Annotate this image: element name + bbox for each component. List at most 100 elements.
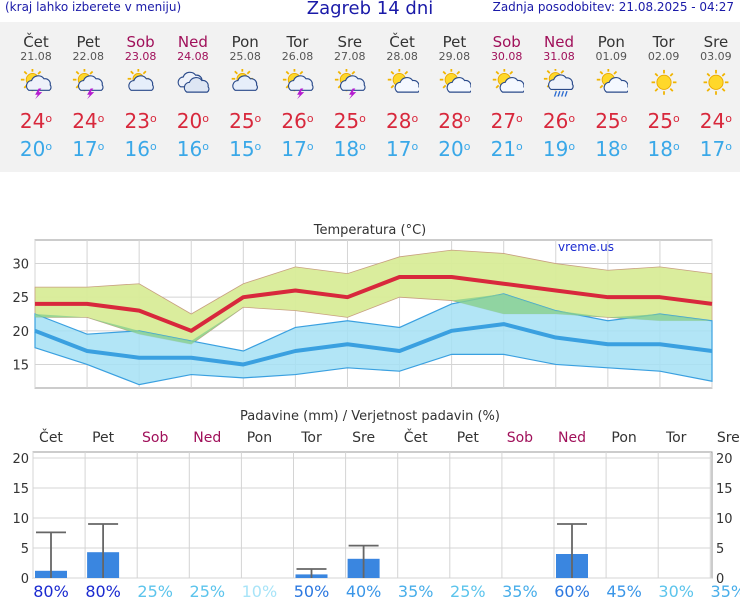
day-name: Sob xyxy=(492,33,521,51)
degree-sign: o xyxy=(463,140,471,153)
sunny-icon xyxy=(703,69,729,95)
precip-y-tick-label-left: 0 xyxy=(21,572,29,587)
precip-x-tick-label: Čet xyxy=(404,428,428,446)
temp-max: 25o xyxy=(647,109,680,133)
day-column[interactable]: Čet 28.08 28o 17o xyxy=(376,22,428,161)
day-column[interactable]: Sob 30.08 27o 21o xyxy=(481,22,533,161)
day-column[interactable]: Pon 01.09 25o 18o xyxy=(585,22,637,161)
day-date: 02.09 xyxy=(647,50,680,63)
degree-sign: o xyxy=(254,140,262,153)
temp-min: 17o xyxy=(386,137,419,161)
degree-sign: o xyxy=(725,140,732,153)
day-column[interactable]: Sre 27.08 25o 18o xyxy=(324,22,376,161)
temperature-chart-title: Temperatura (°C) xyxy=(313,223,426,238)
y-tick-label: 20 xyxy=(12,325,29,340)
temp-max: 25o xyxy=(229,109,262,133)
degree-sign: o xyxy=(306,112,314,125)
precip-probability-label: 35% xyxy=(502,582,538,600)
day-column[interactable]: Pet 22.08 24o 17o xyxy=(62,22,114,161)
temp-max: 23o xyxy=(124,109,157,133)
mostly-sunny-icon xyxy=(492,69,524,93)
temp-max: 25o xyxy=(333,109,366,133)
temp-max: 28o xyxy=(386,109,419,133)
region-hint[interactable]: (kraj lahko izberete v meniju) xyxy=(5,0,182,14)
degree-sign: o xyxy=(411,140,419,153)
day-column[interactable]: Čet 21.08 24o 20o xyxy=(10,22,62,161)
precip-x-tick-label: Sre xyxy=(352,430,375,446)
partly-cloudy-icon xyxy=(127,69,154,91)
day-column[interactable]: Ned 31.08 26o 19o xyxy=(533,22,585,161)
precip-probability-label: 35% xyxy=(398,582,434,600)
day-date: 22.08 xyxy=(72,50,105,63)
temp-min: 20o xyxy=(19,137,53,161)
degree-sign: o xyxy=(97,140,105,153)
day-column[interactable]: Tor 02.09 25o 18o xyxy=(638,22,690,161)
day-column[interactable]: Tor 26.08 26o 17o xyxy=(272,22,324,161)
temp-min: 16o xyxy=(176,137,209,161)
day-column[interactable]: Sob 23.08 23o 16o xyxy=(115,22,167,161)
day-name: Tor xyxy=(652,33,675,51)
precip-probability-label: 25% xyxy=(450,582,486,600)
day-column[interactable]: Pon 25.08 25o 15o xyxy=(219,22,271,161)
sun-cloud-storm-icon xyxy=(334,69,366,100)
precip-x-tick-label: Pon xyxy=(611,430,636,446)
precip-y-tick-label-right: 5 xyxy=(716,542,724,557)
degree-sign: o xyxy=(254,112,262,125)
degree-sign: o xyxy=(306,140,314,153)
precip-probability-label: 35% xyxy=(711,582,740,600)
temp-min: 18o xyxy=(333,137,366,161)
degree-sign: o xyxy=(672,112,680,125)
temp-min: 21o xyxy=(490,137,523,161)
temp-max: 24o xyxy=(19,109,53,133)
watermark: vreme.us xyxy=(558,240,614,254)
degree-sign: o xyxy=(620,140,628,153)
day-date: 28.08 xyxy=(386,50,418,63)
precip-probability-label: 60% xyxy=(554,582,590,600)
partly-cloudy-icon xyxy=(231,69,259,91)
day-name: Pet xyxy=(442,33,467,51)
precip-x-tick-label: Ned xyxy=(558,430,586,446)
precip-x-tick-label: Čet xyxy=(39,428,63,446)
day-column[interactable]: Sre 03.09 24o 17o xyxy=(690,22,740,161)
sun-cloud-storm-icon xyxy=(282,69,314,100)
precip-probability-label: 80% xyxy=(85,582,121,600)
day-column[interactable]: Pet 29.08 28o 20o xyxy=(428,22,480,161)
temp-max: 24o xyxy=(72,109,105,133)
precip-y-tick-label-left: 15 xyxy=(12,482,29,497)
temp-min: 16o xyxy=(124,137,157,161)
precip-x-tick-label: Pet xyxy=(457,430,480,446)
temp-min: 18o xyxy=(647,137,680,161)
precip-x-tick-label: Tor xyxy=(300,430,322,446)
precip-probability-label: 45% xyxy=(606,582,642,600)
max-temp-line xyxy=(35,275,713,333)
precipitation-chart-title: Padavine (mm) / Verjetnost padavin (%) xyxy=(240,409,500,424)
degree-sign: o xyxy=(620,112,628,125)
precip-y-tick-label-right: 10 xyxy=(716,512,733,527)
degree-sign: o xyxy=(411,112,419,125)
day-name: Sre xyxy=(703,33,729,51)
temp-min: 19o xyxy=(542,137,576,161)
degree-sign: o xyxy=(516,140,523,153)
precip-x-tick-label: Sre xyxy=(717,430,740,446)
day-date: 03.09 xyxy=(700,50,732,63)
degree-sign: o xyxy=(672,140,680,153)
day-date: 30.08 xyxy=(490,50,523,63)
precip-y-tick-label-left: 10 xyxy=(12,512,29,527)
degree-sign: o xyxy=(463,112,471,125)
y-tick-label: 25 xyxy=(12,291,29,306)
precip-x-tick-label: Pet xyxy=(92,430,115,446)
precip-probability-label: 50% xyxy=(294,582,330,600)
day-name: Pet xyxy=(76,33,101,51)
temp-min: 17o xyxy=(699,137,732,161)
day-column[interactable]: Ned 24.08 20o 16o xyxy=(167,22,219,161)
sun-cloud-storm-icon xyxy=(73,69,104,100)
degree-sign: o xyxy=(568,112,576,125)
min-temp-range-band xyxy=(34,293,713,386)
precip-x-tick-label: Pon xyxy=(247,430,272,446)
day-name: Sob xyxy=(126,33,155,51)
day-date: 25.08 xyxy=(229,50,261,63)
precip-probability-label: 40% xyxy=(346,582,382,600)
band-overlap xyxy=(35,293,712,345)
min-temp-line xyxy=(34,322,713,367)
precip-probability-label: 25% xyxy=(190,582,226,600)
